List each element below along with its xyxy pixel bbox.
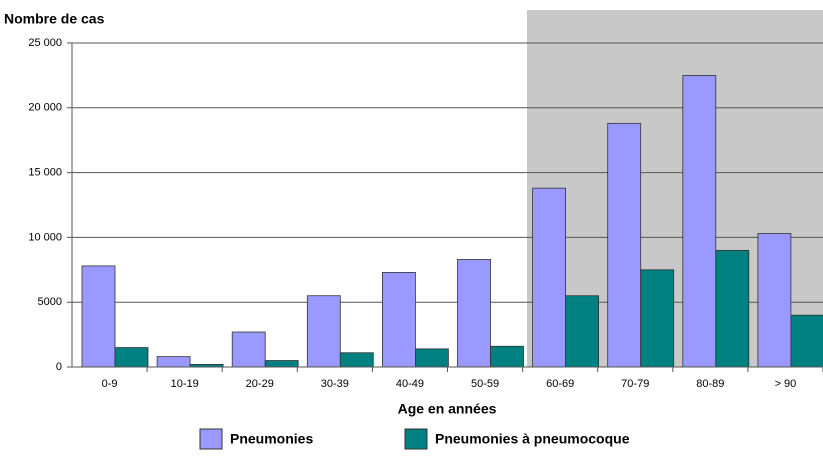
x-tick-label: 80-89 xyxy=(696,378,724,390)
bar xyxy=(381,271,416,368)
bar xyxy=(457,259,491,368)
legend-label: Pneumonies xyxy=(230,431,313,447)
bar xyxy=(757,233,792,368)
x-tick-label: 10-19 xyxy=(171,378,199,390)
x-axis-title: Age en années xyxy=(398,401,497,417)
bar xyxy=(231,331,266,368)
legend-label: Pneumonies à pneumocoque xyxy=(435,431,630,447)
bar xyxy=(339,352,374,368)
y-axis-title: Nombre de cas xyxy=(4,11,105,27)
bar xyxy=(414,348,449,368)
bar xyxy=(156,356,191,368)
x-tick-label: 0-9 xyxy=(102,378,118,390)
y-tick-label: 0 xyxy=(56,361,62,373)
bar xyxy=(532,187,566,368)
bar xyxy=(306,295,341,368)
bar xyxy=(640,269,675,368)
legend-swatch xyxy=(199,428,223,450)
bar xyxy=(565,295,599,368)
y-tick-label: 10 000 xyxy=(28,231,62,243)
bar xyxy=(81,265,116,368)
bar xyxy=(490,345,524,368)
y-tick-label: 15 000 xyxy=(28,167,62,179)
bar xyxy=(715,249,750,368)
y-tick-label: 25 000 xyxy=(28,37,62,49)
bar xyxy=(114,347,149,368)
x-tick-label: 60-69 xyxy=(546,378,574,390)
x-tick-label: > 90 xyxy=(775,378,797,390)
legend-swatch xyxy=(404,428,428,450)
bar xyxy=(790,314,823,368)
x-tick-label: 30-39 xyxy=(321,378,349,390)
x-tick-label: 40-49 xyxy=(396,378,424,390)
x-tick-label: 70-79 xyxy=(621,378,649,390)
bar xyxy=(682,75,717,368)
x-tick-label: 20-29 xyxy=(246,378,274,390)
y-tick-label: 5000 xyxy=(38,296,62,308)
bar xyxy=(607,122,642,368)
bar xyxy=(264,360,299,368)
x-tick-label: 50-59 xyxy=(471,378,499,390)
y-tick-label: 20 000 xyxy=(28,102,62,114)
